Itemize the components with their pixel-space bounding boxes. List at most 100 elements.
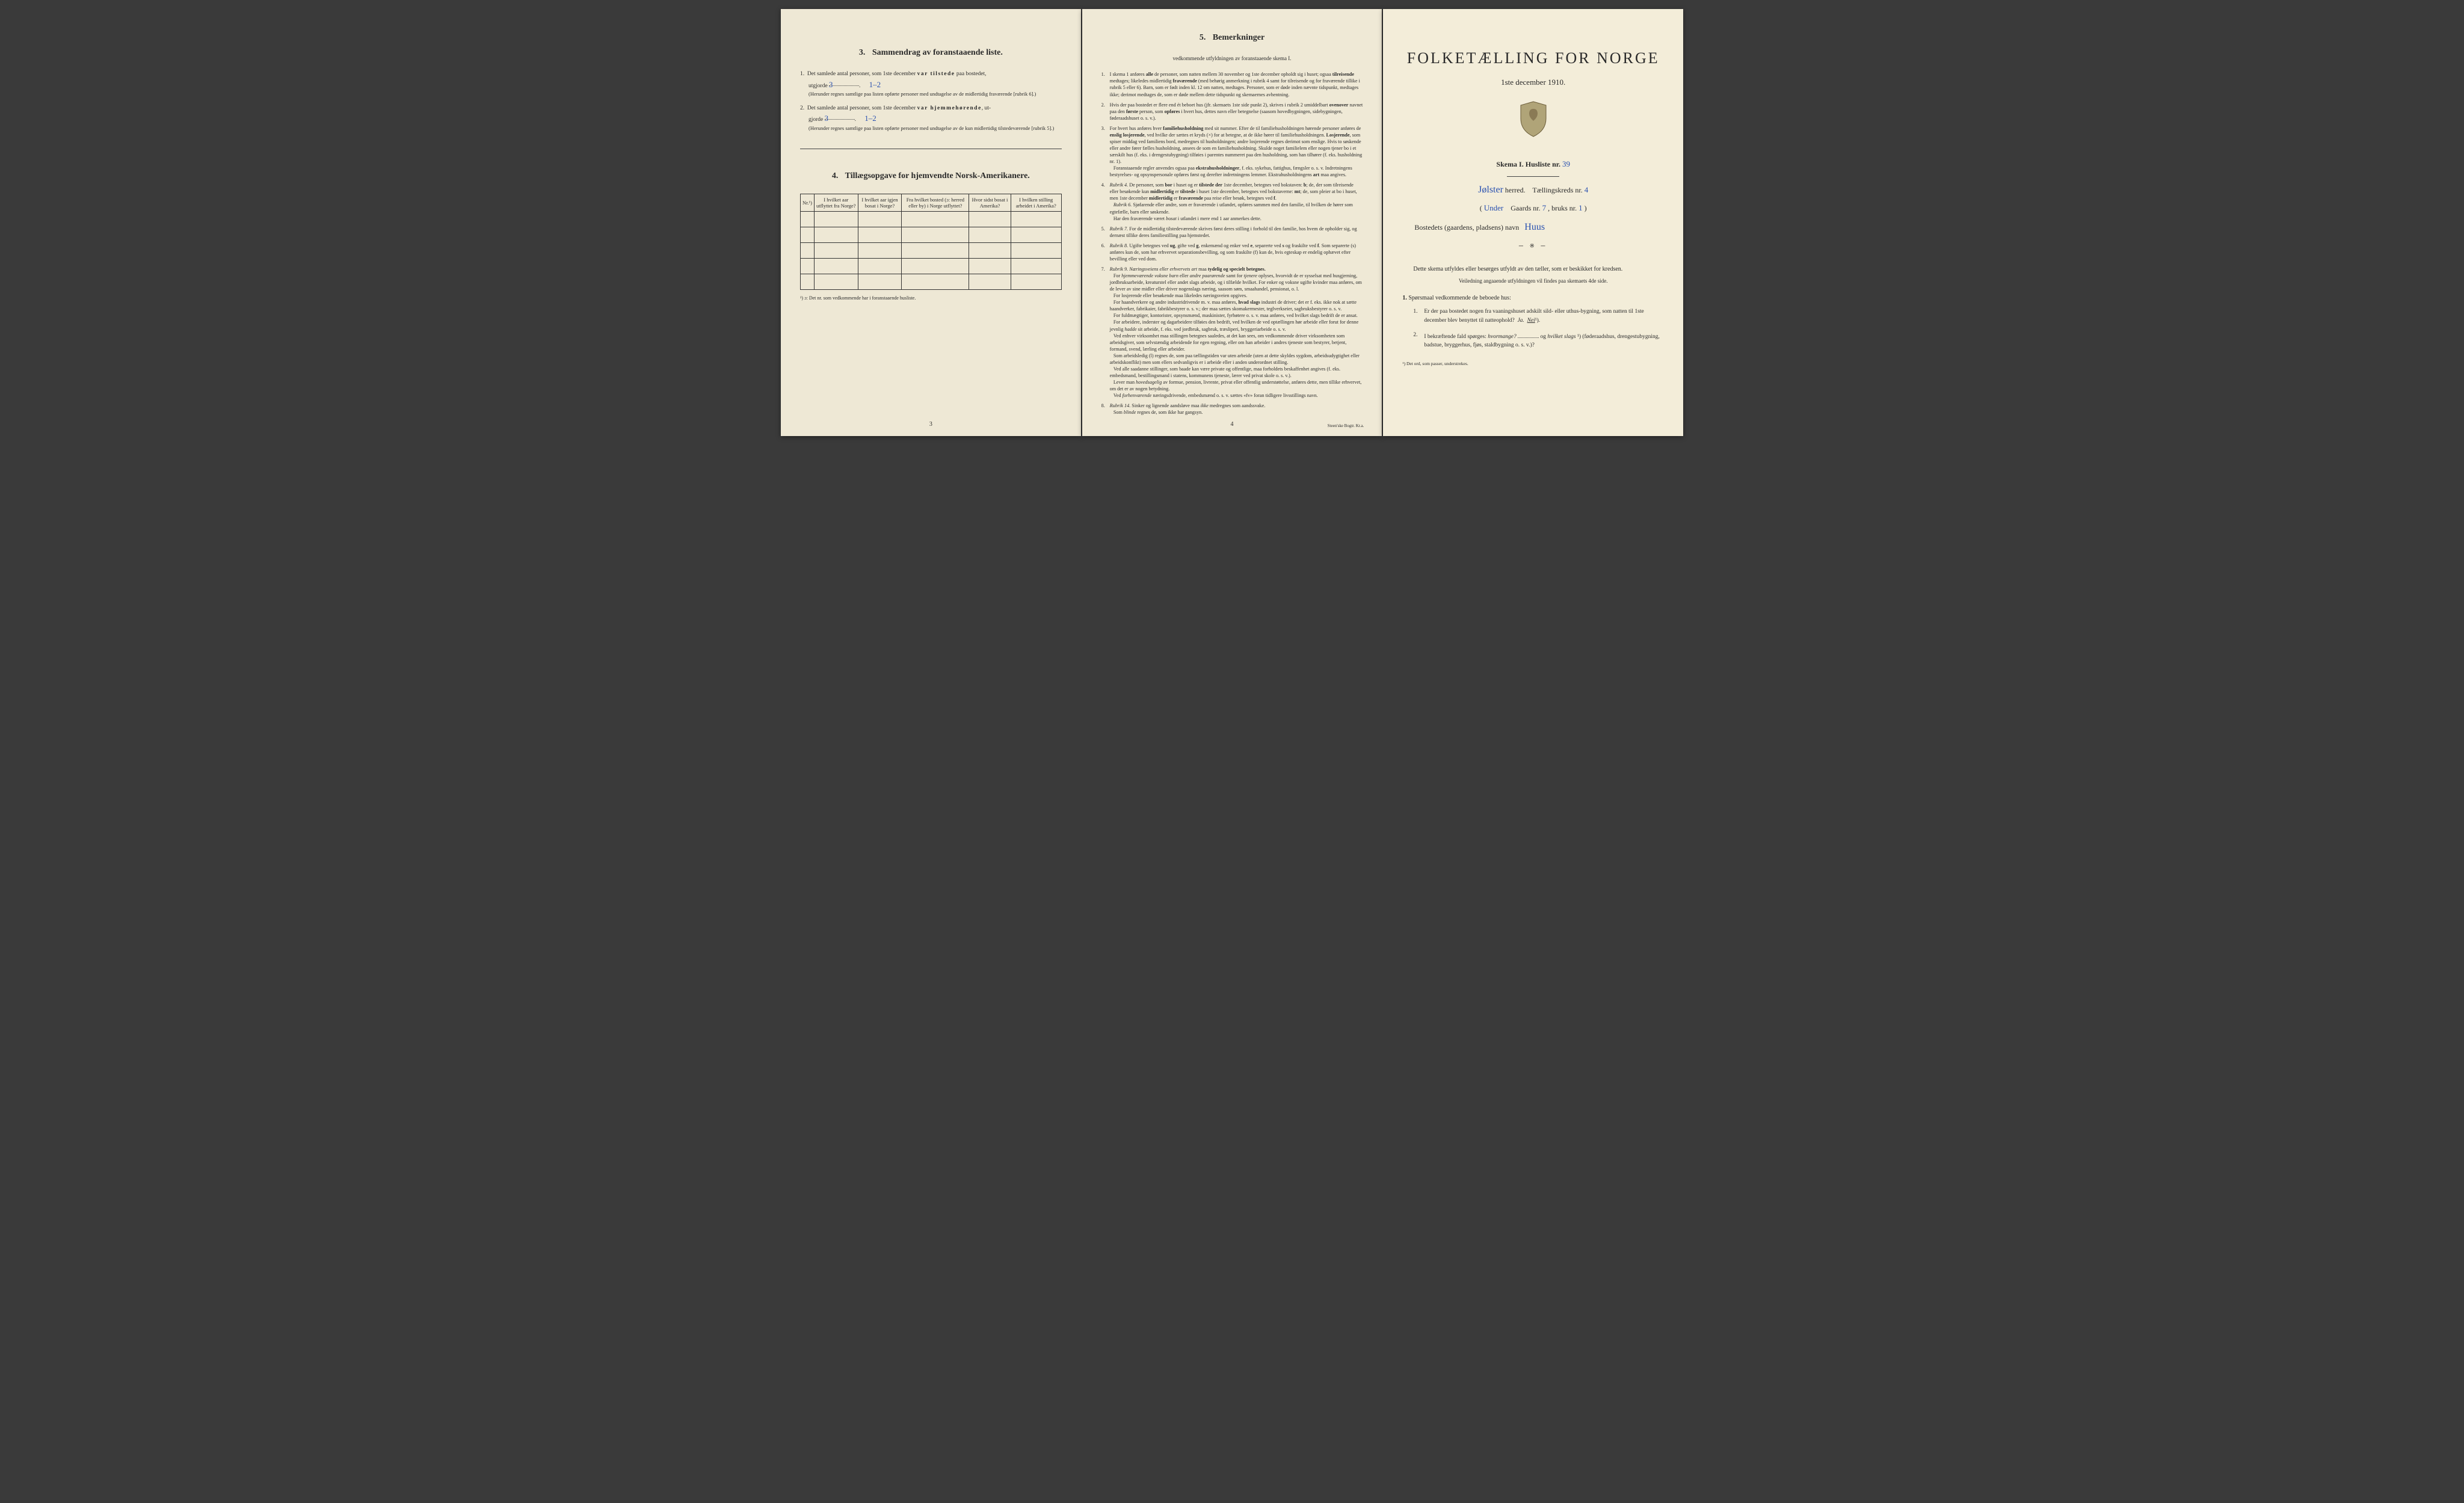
instr-num: 5. [1101,226,1110,239]
schema-line: Skema I. Husliste nr. 39 [1402,159,1664,170]
section-5-sub: vedkommende utfyldningen av foranstaaend… [1101,55,1363,63]
item1-bold: var tilstede [917,71,955,77]
q1-text: Er der paa bostedet nogen fra vaaningshu… [1424,307,1664,325]
item-1: 1. Det samlede antal personer, som 1ste … [800,70,1062,98]
instruction-item: 3.For hvert hus anføres hver familiehush… [1101,125,1363,179]
section-5-num: 5. [1200,33,1206,42]
q2-c: og [1540,334,1547,340]
page-number-4: 4 [1231,420,1234,429]
item2-val2: 1–2 [864,114,876,123]
question-1: 1. Er der paa bostedet nogen fra vaaning… [1413,307,1664,325]
cover-page: FOLKETÆLLING FOR NORGE 1ste december 191… [1383,9,1683,436]
item1-post: paa bostedet, [956,71,987,77]
emigrant-table: Nr.¹) I hvilket aar utflyttet fra Norge?… [800,194,1062,290]
item1-val2: 1–2 [869,80,881,89]
kreds-label: Tællingskreds nr. [1532,186,1582,194]
document-spread: 3. Sammendrag av foranstaaende liste. 1.… [781,9,1683,436]
instr-text: I skema 1 anføres alle de personer, som … [1110,71,1363,97]
schema-label: Skema I. Husliste nr. [1496,160,1560,168]
item2-bold: var hjemmehørende [917,105,982,111]
item1-utgjorde: utgjorde [808,83,828,89]
q2-a: I bekræftende fald spørges: [1424,334,1488,340]
instr-text: For hvert hus anføres hver familiehushol… [1110,125,1363,179]
small-rule [1507,176,1559,177]
col-year-back: I hvilket aar igjen bosat i Norge? [858,194,902,211]
census-title: FOLKETÆLLING FOR NORGE [1402,47,1664,70]
item2-post: , ut- [982,105,991,111]
q1-nei: Nei [1527,318,1535,324]
item1-note: (Herunder regnes samtlige paa listen opf… [800,90,1062,98]
item2-val1: 3 [825,114,829,123]
section-3-heading: 3. Sammendrag av foranstaaende liste. [800,47,1062,59]
section-5-heading: 5. Bemerkninger [1101,32,1363,44]
bruks-label: , bruks nr. [1548,204,1577,212]
bosted-line: Bostedets (gaardens, pladsens) navn Huus [1414,220,1664,234]
q2-num: 2. [1413,331,1424,350]
section-4-num: 4. [832,171,839,180]
section-4-heading: 4. Tillægsopgave for hjemvendte Norsk-Am… [800,170,1062,182]
q2-text: I bekræftende fald spørges: hvormange? o… [1424,331,1664,350]
intro-text: Dette skema utfyldes eller besørges utfy… [1402,265,1664,274]
q-head-num: 1. [1402,295,1407,301]
question-2: 2. I bekræftende fald spørges: hvormange… [1413,331,1664,350]
instruction-item: 8.Rubrik 14. Sinker og lignende aandsløv… [1101,402,1363,416]
intro-sub: Veiledning angaaende utfyldningen vil fi… [1402,277,1664,286]
table-row [801,274,1062,289]
table-footnote: ¹) ɔ: Det nr. som vedkommende har i fora… [800,295,1062,302]
q2-b: hvormange? [1488,334,1517,340]
instruction-item: 1.I skema 1 anføres alle de personer, so… [1101,71,1363,97]
instr-text: Rubrik 8. Ugifte betegnes ved ug, gifte … [1110,242,1363,262]
instruction-item: 6.Rubrik 8. Ugifte betegnes ved ug, gift… [1101,242,1363,262]
gaards-nr: 7 [1542,203,1547,212]
item-2: 2. Det samlede antal personer, som 1ste … [800,104,1062,132]
table-header-row: Nr.¹) I hvilket aar utflyttet fra Norge?… [801,194,1062,211]
instr-text: Rubrik 7. For de midlertidig tilstedevær… [1110,226,1363,239]
table-row [801,227,1062,242]
section-3-title: Sammendrag av foranstaaende liste. [872,48,1003,57]
instr-text: Rubrik 14. Sinker og lignende aandsløve … [1110,402,1363,416]
instr-text: Rubrik 9. Næringsveiens eller erhvervets… [1110,266,1363,399]
instruction-item: 5.Rubrik 7. For de midlertidig tilstedev… [1101,226,1363,239]
section-3-num: 3. [859,48,866,57]
col-from-where: Fra hvilket bosted (ɔ: herred eller by) … [902,194,969,211]
instruction-list: 1.I skema 1 anføres alle de personer, so… [1101,71,1363,416]
questions-block: 1. Spørsmaal vedkommende de beboede hus:… [1402,294,1664,349]
section-5-title: Bemerkninger [1213,33,1264,42]
bruks-nr: 1 [1578,203,1583,212]
instruction-item: 4.Rubrik 4. De personer, som bor i huset… [1101,182,1363,221]
instr-num: 2. [1101,102,1110,121]
gaards-label: Gaards nr. [1511,204,1540,212]
table-row [801,211,1062,227]
instr-num: 6. [1101,242,1110,262]
ornament-divider: ─ ※ ─ [1402,242,1664,251]
herred-label: herred. [1505,186,1526,194]
kreds-nr: 4 [1585,185,1589,194]
instruction-item: 2.Hvis der paa bostedet er flere end ét … [1101,102,1363,121]
q-head-text: Spørsmaal vedkommende de beboede hus: [1408,295,1511,301]
table-row [801,242,1062,258]
census-date: 1ste december 1910. [1402,77,1664,88]
q2-d: hvilket slags [1547,334,1575,340]
item2-gjorde: gjorde [808,117,823,123]
item2-note: (Herunder regnes samtlige paa listen opf… [800,124,1062,132]
table-row [801,258,1062,274]
instruction-item: 7.Rubrik 9. Næringsveiens eller erhverve… [1101,266,1363,399]
gaards-line: ( Under Gaards nr. 7 , bruks nr. 1 ) [1402,203,1664,214]
instr-text: Hvis der paa bostedet er flere end ét be… [1110,102,1363,121]
bosted-label: Bostedets (gaardens, pladsens) navn [1414,223,1519,232]
item2-pre: Det samlede antal personer, som 1ste dec… [807,105,916,111]
instr-num: 8. [1101,402,1110,416]
coat-of-arms-icon [1402,100,1664,149]
herred-line: Jølster herred. Tællingskreds nr. 4 [1402,183,1664,197]
item1-val1: 3 [829,80,833,89]
instr-text: Rubrik 4. De personer, som bor i huset o… [1110,182,1363,221]
page-3: 3. Sammendrag av foranstaaende liste. 1.… [781,9,1081,436]
page-number-3: 3 [929,420,932,429]
instr-num: 1. [1101,71,1110,97]
instr-num: 3. [1101,125,1110,179]
col-occupation: I hvilken stilling arbeidet i Amerika? [1011,194,1061,211]
q1-ja: Ja. [1517,318,1524,324]
printer-mark: Steen'ske Bogtr. Kr.a. [1328,423,1364,429]
instr-num: 4. [1101,182,1110,221]
q1-num: 1. [1413,307,1424,325]
